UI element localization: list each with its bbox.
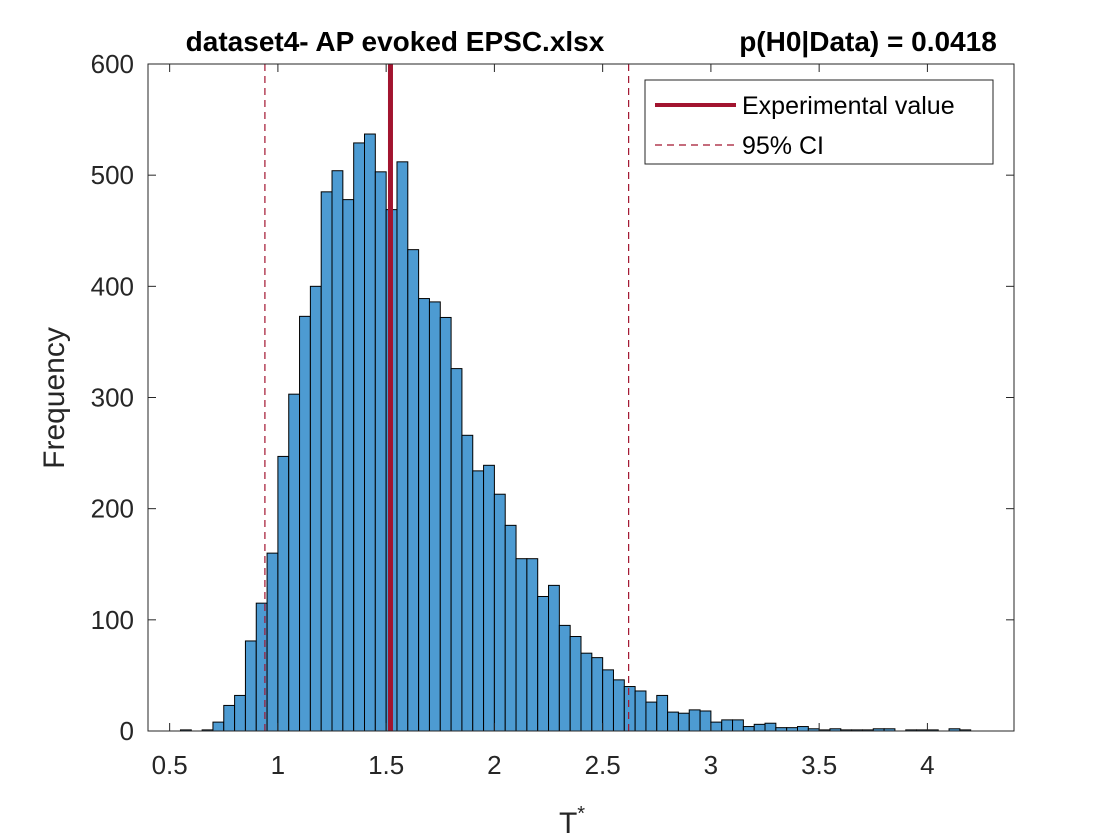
histogram-bar — [223, 704, 236, 732]
histogram-bar — [645, 701, 658, 732]
histogram-bar — [212, 721, 225, 732]
histogram-bar — [753, 723, 766, 732]
histogram-bar — [732, 719, 744, 732]
x-tick-label: 0.5 — [152, 750, 188, 780]
histogram-bar — [461, 434, 474, 732]
histogram-bars — [179, 133, 972, 732]
histogram-bar — [288, 393, 301, 732]
histogram-bar — [439, 316, 452, 732]
x-tick-label: 2 — [487, 750, 501, 780]
x-axis-title-superscript: * — [577, 803, 585, 825]
histogram-bar — [612, 679, 625, 732]
histogram-bar — [342, 199, 355, 732]
y-axis-title: Frequency — [38, 327, 71, 469]
histogram-bar — [797, 726, 809, 732]
histogram-bar — [353, 142, 365, 732]
histogram-bar — [688, 709, 701, 732]
x-axis: 0.5 1 1.5 2 2.5 3 3.5 4 — [152, 64, 935, 780]
histogram-bar — [558, 624, 571, 732]
histogram-bar — [623, 686, 636, 732]
histogram-bar — [331, 170, 344, 732]
histogram-bar — [742, 726, 755, 732]
histogram-bar — [418, 298, 430, 732]
histogram-bar — [428, 301, 441, 732]
x-tick-label: 3.5 — [801, 750, 837, 780]
legend-label-ci: 95% CI — [742, 132, 824, 160]
x-tick-label: 3 — [704, 750, 718, 780]
histogram-bar — [309, 285, 322, 732]
histogram-bar — [775, 727, 788, 732]
y-tick-label: 600 — [91, 49, 134, 79]
x-tick-label: 2.5 — [585, 750, 621, 780]
y-tick-label: 300 — [91, 383, 134, 413]
histogram-bar — [580, 652, 593, 732]
p-value-annotation: p(H0|Data) = 0.0418 — [739, 26, 997, 57]
histogram-bar — [710, 721, 723, 732]
histogram-bar — [548, 584, 560, 732]
y-tick-label: 200 — [91, 494, 134, 524]
histogram-bar — [699, 710, 712, 732]
histogram-bar — [266, 552, 279, 732]
histogram-bar — [569, 636, 582, 732]
histogram-bar — [602, 669, 614, 732]
histogram-bar — [493, 493, 506, 732]
histogram-bar — [320, 191, 333, 732]
x-tick-label: 4 — [920, 750, 934, 780]
y-axis: 0 100 200 300 400 500 600 — [91, 49, 1014, 746]
legend-label-experimental-value: Experimental value — [742, 92, 955, 120]
histogram-bar — [277, 455, 290, 732]
histogram-bar — [591, 657, 604, 732]
histogram-bar — [786, 727, 798, 732]
y-tick-label: 100 — [91, 605, 134, 635]
histogram-bar — [299, 315, 311, 732]
histogram-bar — [526, 558, 539, 732]
histogram-bar — [364, 133, 376, 732]
histogram-bar — [656, 694, 669, 732]
histogram-bar — [234, 694, 246, 732]
histogram-bar — [721, 719, 734, 732]
histogram-bar — [515, 558, 528, 732]
histogram-bar — [537, 595, 550, 732]
legend: Experimental value 95% CI — [644, 79, 994, 165]
reference-lines — [264, 64, 630, 731]
histogram-bar — [450, 368, 463, 732]
histogram-bar — [764, 722, 777, 732]
x-tick-label: 1.5 — [368, 750, 404, 780]
x-axis-title: T* — [559, 803, 585, 840]
x-axis-title-base: T — [559, 807, 577, 840]
y-tick-label: 0 — [120, 716, 134, 746]
legend-box — [644, 79, 994, 165]
chart-title: dataset4- AP evoked EPSC.xlsx — [186, 26, 605, 57]
y-tick-label: 500 — [91, 160, 134, 190]
histogram-bar — [472, 470, 485, 732]
histogram-bar — [244, 640, 257, 732]
histogram-bar — [677, 712, 690, 732]
histogram-bar — [407, 249, 420, 732]
histogram-bar — [374, 171, 387, 732]
histogram-bar — [483, 464, 495, 732]
histogram-bar — [667, 711, 679, 732]
histogram-bar — [634, 690, 647, 732]
x-tick-label: 1 — [271, 750, 285, 780]
histogram-bar — [504, 524, 517, 732]
histogram-bar — [396, 161, 409, 732]
y-tick-label: 400 — [91, 271, 134, 301]
